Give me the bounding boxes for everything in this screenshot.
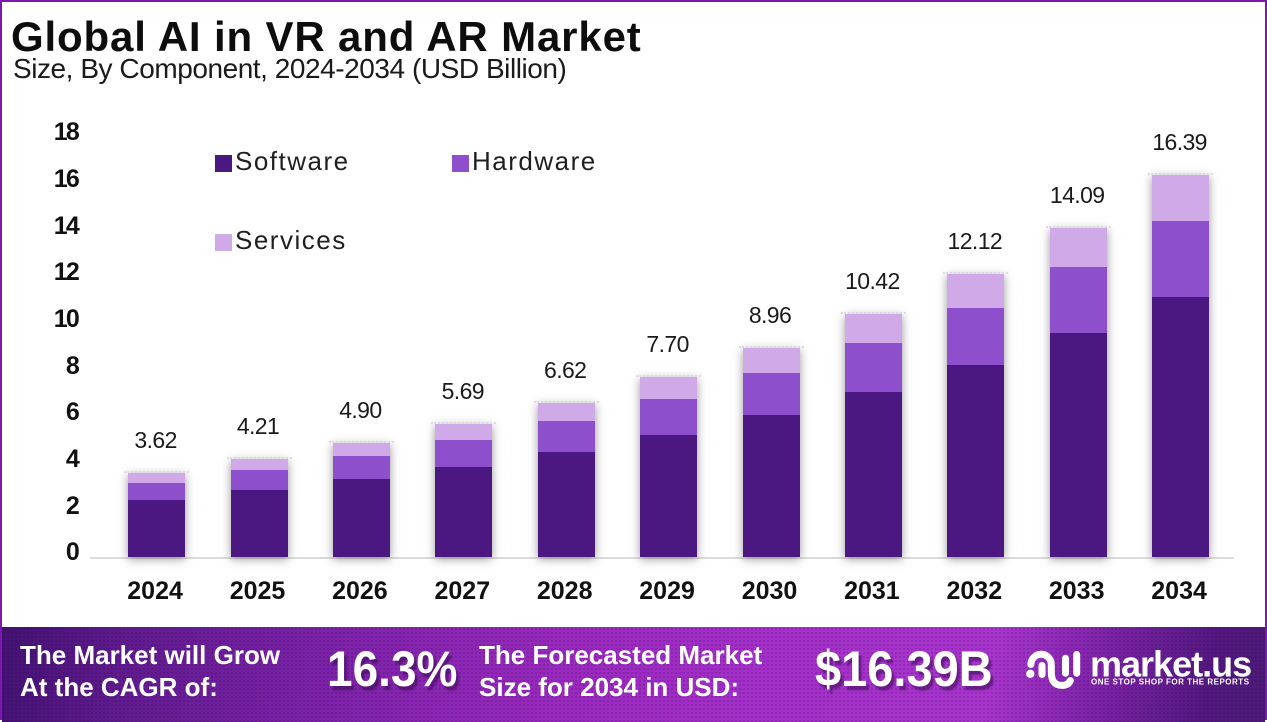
svg-text:market.us: market.us: [1090, 644, 1251, 685]
svg-text:ONE STOP SHOP FOR THE REPORTS: ONE STOP SHOP FOR THE REPORTS: [1091, 677, 1250, 686]
